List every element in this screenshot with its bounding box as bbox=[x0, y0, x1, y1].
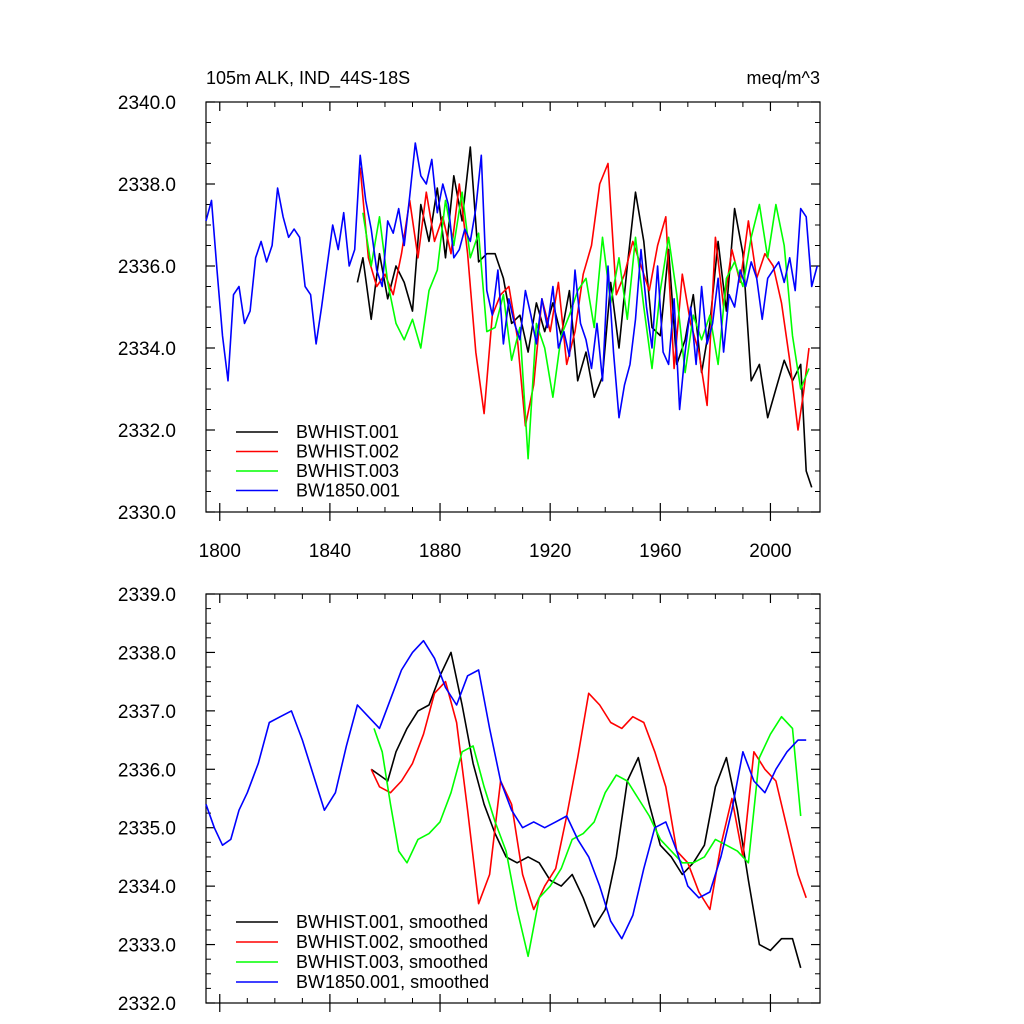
legend-label-bwhist-002-smoothed: BWHIST.002, smoothed bbox=[296, 932, 488, 952]
y-tick-label: 2339.0 bbox=[118, 585, 176, 606]
x-tick-label: 1920 bbox=[529, 541, 571, 562]
y-tick-label: 2338.0 bbox=[118, 643, 176, 664]
series-line-bwhist-003-smoothed bbox=[373, 715, 802, 958]
y-tick-label: 2338.0 bbox=[118, 175, 176, 196]
series-group bbox=[205, 639, 807, 969]
chart-title-right: meq/m^3 bbox=[747, 68, 820, 88]
y-tick-label: 2334.0 bbox=[118, 339, 176, 360]
series-line-bwhist-001-smoothed bbox=[370, 651, 802, 969]
series-line-bw1850-001 bbox=[205, 142, 818, 419]
x-tick-label: 2000 bbox=[749, 541, 791, 562]
legend-label-bwhist-003: BWHIST.003 bbox=[296, 461, 399, 481]
y-tick-label: 2337.0 bbox=[118, 702, 176, 723]
chart-title-left: 105m ALK, IND_44S-18S bbox=[206, 68, 410, 89]
legend-label-bwhist-001: BWHIST.001 bbox=[296, 422, 399, 442]
y-tick-label: 2334.0 bbox=[118, 877, 176, 898]
x-tick-label: 1800 bbox=[199, 541, 241, 562]
x-tick-label: 1880 bbox=[419, 541, 461, 562]
y-tick-label: 2336.0 bbox=[118, 257, 176, 278]
legend-label-bw1850-001-smoothed: BW1850.001, smoothed bbox=[296, 972, 489, 992]
series-line-bwhist-002-smoothed bbox=[370, 680, 807, 911]
top-panel: 2330.0 2332.0 2334.0 2336.0 2338.0 2340.0 1800… bbox=[118, 68, 821, 562]
legend-label-bw1850-001: BW1850.001 bbox=[296, 481, 400, 501]
y-tick-label: 2330.0 bbox=[118, 503, 176, 524]
series-line-bwhist-003 bbox=[362, 191, 810, 460]
bottom-panel: 2332.0 2333.0 2334.0 2335.0 2336.0 2337.0 2338… bbox=[118, 585, 821, 1015]
y-tick-label: 2336.0 bbox=[118, 760, 176, 781]
y-tick-label: 2340.0 bbox=[118, 93, 176, 114]
legend-label-bwhist-002: BWHIST.002 bbox=[296, 442, 399, 462]
legend-label-bwhist-001-smoothed: BWHIST.001, smoothed bbox=[296, 912, 488, 932]
x-tick-label: 1840 bbox=[309, 541, 351, 562]
y-tick-label: 2335.0 bbox=[118, 819, 176, 840]
legend-label-bwhist-003-smoothed: BWHIST.003, smoothed bbox=[296, 952, 488, 972]
x-tick-label: 1960 bbox=[639, 541, 681, 562]
y-tick-label: 2332.0 bbox=[118, 994, 176, 1015]
y-tick-label: 2333.0 bbox=[118, 936, 176, 957]
series-line-bw1850-001-smoothed bbox=[205, 639, 807, 940]
series-group bbox=[205, 142, 818, 488]
y-tick-label: 2332.0 bbox=[118, 421, 176, 442]
